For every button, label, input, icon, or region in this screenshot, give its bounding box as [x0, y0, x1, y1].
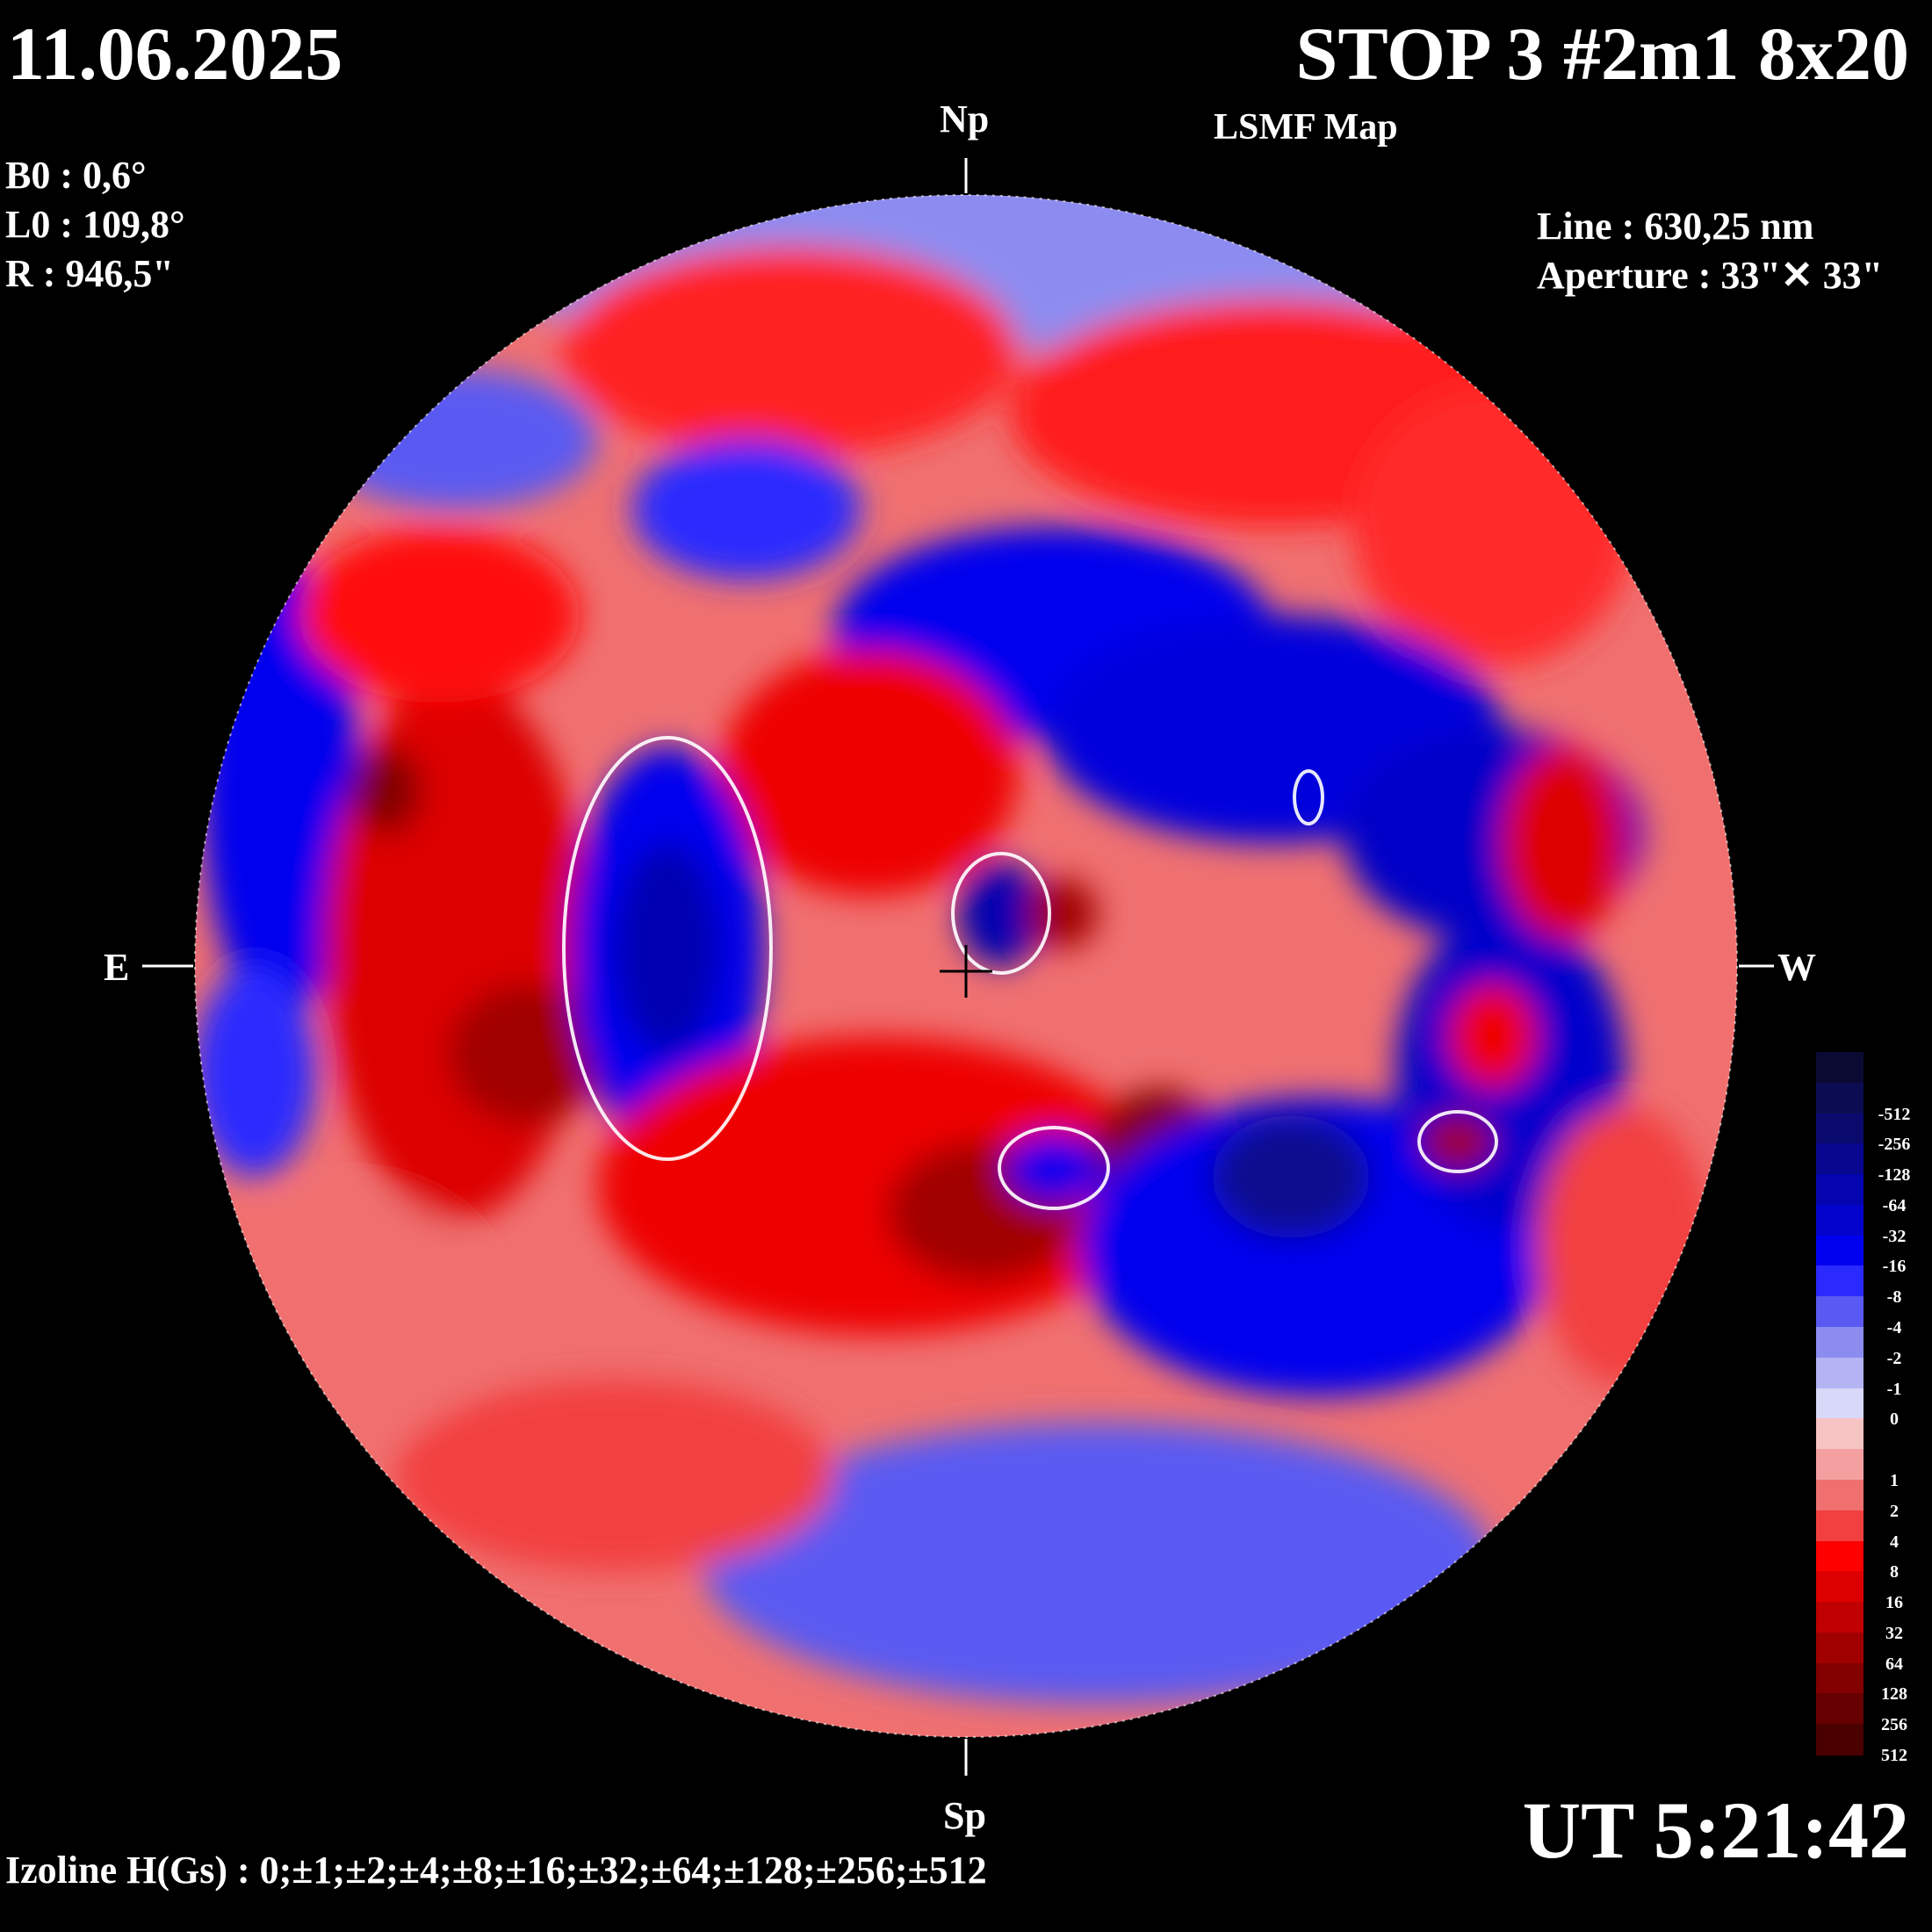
legend-swatch [1816, 1724, 1864, 1755]
legend-level: 512 [1816, 1724, 1932, 1765]
legend-level: -4 [1816, 1296, 1932, 1337]
observation-date: 11.06.2025 [7, 11, 343, 96]
magnetic-field-disk [195, 195, 1737, 1737]
legend-label: -4 [1886, 1318, 1902, 1338]
legend-level: -256 [1816, 1113, 1932, 1154]
legend-level [1816, 1052, 1932, 1084]
legend-swatch [1816, 1540, 1864, 1573]
legend-label: 64 [1885, 1654, 1903, 1674]
legend-swatch [1816, 1143, 1864, 1176]
legend-level: 64 [1816, 1632, 1932, 1674]
izoline-levels: Izoline H(Gs) : 0;±1;±2;±4;±8;±16;±32;±6… [5, 1849, 987, 1892]
legend-level: 8 [1816, 1540, 1932, 1582]
legend-swatch [1816, 1418, 1864, 1451]
map-subtitle: LSMF Map [1214, 107, 1398, 148]
b0-value: B0 : 0,6° [5, 154, 147, 197]
east-label: E [104, 946, 130, 989]
legend-level: -1 [1816, 1357, 1932, 1399]
observation-time: UT 5:21:42 [1522, 1785, 1909, 1875]
legend-swatch [1816, 1235, 1864, 1267]
legend-label: -1 [1886, 1379, 1902, 1399]
legend-level: 1 [1816, 1449, 1932, 1490]
legend-level: 256 [1816, 1693, 1932, 1734]
legend-level: -8 [1816, 1265, 1932, 1307]
south-pole-label: Sp [943, 1794, 986, 1837]
legend-level: 2 [1816, 1479, 1932, 1521]
legend-label: -64 [1882, 1195, 1907, 1215]
legend-label: -256 [1878, 1135, 1911, 1155]
legend-label: -128 [1878, 1165, 1911, 1186]
legend-level [1816, 1418, 1932, 1451]
l0-value: L0 : 109,8° [5, 203, 185, 246]
color-legend: -512 -256 -128 -64 -32 -16 -8 -4 -2 -1 0 1 2 4 8 16 32 64… [1816, 1052, 1932, 1765]
legend-level: -32 [1816, 1204, 1932, 1246]
legend-label: 512 [1881, 1745, 1907, 1765]
map-title: STOP 3 #2m1 8x20 [1295, 11, 1909, 96]
legend-label: 32 [1885, 1623, 1903, 1643]
spectral-line: Line : 630,25 nm [1537, 205, 1814, 248]
legend-label: 8 [1890, 1562, 1899, 1582]
radius-value: R : 946,5" [5, 252, 174, 295]
legend-swatch [1816, 1174, 1864, 1206]
legend-label: 128 [1881, 1684, 1907, 1705]
legend-swatch [1816, 1388, 1864, 1420]
legend-level: 4 [1816, 1510, 1932, 1552]
legend-swatch [1816, 1265, 1864, 1298]
legend-label: 0 [1890, 1409, 1899, 1430]
legend-level: -2 [1816, 1327, 1932, 1368]
legend-label: 2 [1890, 1501, 1899, 1521]
legend-level: -512 [1816, 1082, 1932, 1124]
legend-level: -16 [1816, 1235, 1932, 1276]
north-pole-label: Np [940, 97, 990, 141]
legend-swatch [1816, 1693, 1864, 1726]
legend-label: -512 [1878, 1104, 1911, 1124]
west-label: W [1777, 946, 1816, 989]
legend-label: 16 [1885, 1593, 1903, 1613]
legend-swatch [1816, 1113, 1864, 1145]
aperture-value: Aperture : 33"✕ 33" [1537, 254, 1884, 297]
legend-swatch [1816, 1602, 1864, 1633]
legend-swatch [1816, 1296, 1864, 1329]
legend-swatch [1816, 1479, 1864, 1511]
legend-swatch [1816, 1510, 1864, 1542]
legend-level: 32 [1816, 1602, 1932, 1643]
legend-swatch [1816, 1204, 1864, 1236]
legend-swatch [1816, 1357, 1864, 1389]
legend-level: -128 [1816, 1143, 1932, 1185]
legend-swatch [1816, 1327, 1864, 1359]
legend-swatch [1816, 1632, 1864, 1664]
legend-label: 1 [1890, 1470, 1899, 1490]
legend-label: 4 [1890, 1532, 1899, 1552]
legend-label: -2 [1886, 1348, 1902, 1368]
legend-label: -8 [1886, 1287, 1902, 1308]
legend-label: -32 [1882, 1226, 1907, 1246]
legend-swatch [1816, 1571, 1864, 1604]
legend-swatch [1816, 1082, 1864, 1114]
center-crosshair-icon [940, 945, 992, 998]
legend-swatch [1816, 1662, 1864, 1695]
legend-label: 256 [1881, 1715, 1907, 1735]
legend-level: 128 [1816, 1662, 1932, 1704]
legend-level: 0 [1816, 1388, 1932, 1429]
legend-level: -64 [1816, 1174, 1932, 1215]
legend-swatch [1816, 1052, 1864, 1084]
legend-label: -16 [1882, 1257, 1907, 1277]
legend-swatch [1816, 1449, 1864, 1481]
legend-level: 16 [1816, 1571, 1932, 1612]
